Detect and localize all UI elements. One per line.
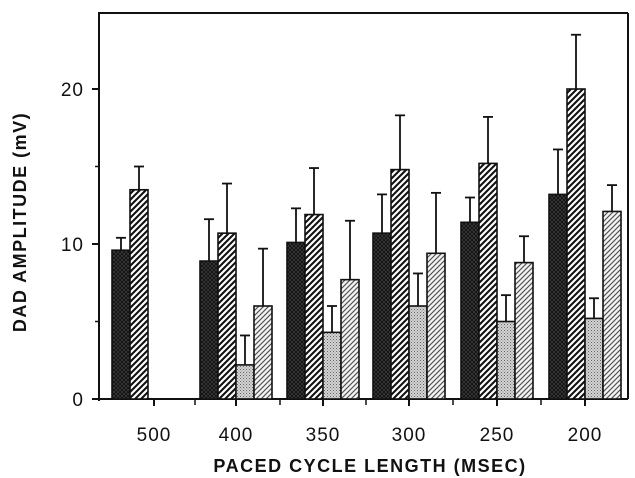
bar — [372, 232, 392, 400]
bar — [322, 331, 342, 400]
y-tick-label: 0 — [72, 390, 84, 411]
bar — [408, 305, 428, 400]
bar — [584, 317, 604, 400]
bar — [390, 168, 410, 400]
x-tick-label: 350 — [306, 425, 341, 446]
x-tick-label: 200 — [568, 425, 603, 446]
bar — [566, 88, 586, 400]
y-tick-label: 20 — [61, 80, 84, 101]
bar — [426, 252, 446, 400]
y-tick-label: 10 — [61, 235, 84, 256]
bar — [460, 221, 480, 400]
bar — [514, 261, 534, 400]
bar-series — [111, 33, 622, 400]
plot-area — [98, 12, 629, 401]
y-axis-ticks: 0 10 20 — [61, 80, 99, 411]
bar — [129, 188, 149, 400]
bar — [217, 232, 237, 400]
x-axis-ticks: 500 400 350 300 250 200 — [137, 399, 603, 446]
x-tick-label: 400 — [219, 425, 254, 446]
x-axis-title: PACED CYCLE LENGTH (MSEC) — [213, 456, 526, 476]
y-axis-title: DAD AMPLITUDE (mV) — [10, 112, 30, 332]
x-tick-label: 500 — [137, 425, 172, 446]
bar — [235, 364, 255, 400]
bar — [548, 193, 568, 400]
bar — [496, 320, 516, 400]
bar — [111, 249, 131, 400]
bar — [199, 260, 219, 400]
bar — [253, 305, 273, 400]
bar — [602, 210, 622, 400]
bar — [478, 162, 498, 400]
x-tick-label: 250 — [480, 425, 515, 446]
bar — [286, 241, 306, 400]
bar — [340, 278, 360, 400]
bar — [304, 213, 324, 400]
x-tick-label: 300 — [392, 425, 427, 446]
